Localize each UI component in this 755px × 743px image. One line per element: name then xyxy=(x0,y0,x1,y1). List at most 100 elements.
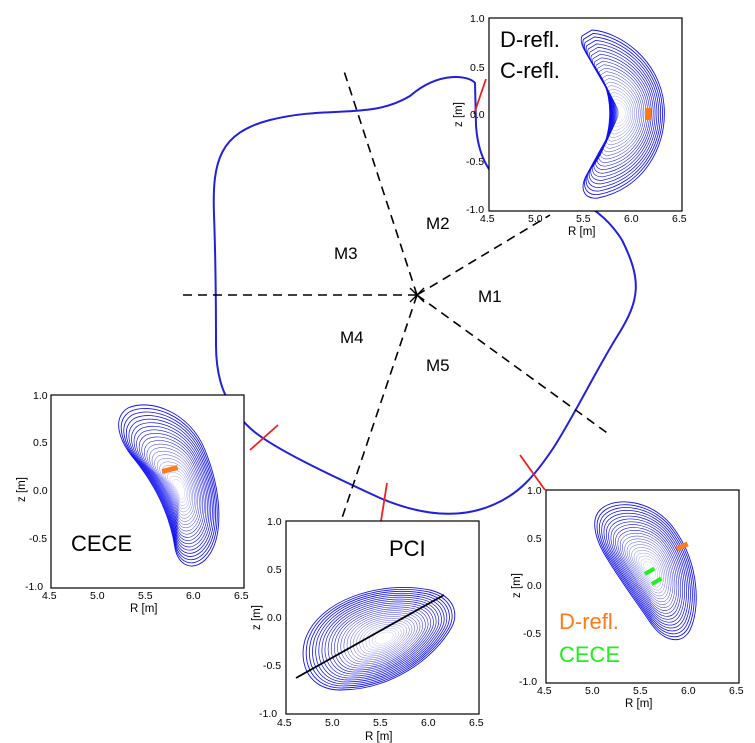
svg-text:0.0: 0.0 xyxy=(527,580,542,592)
y-axis-label: z [m] xyxy=(511,573,523,598)
flux-surface-contour xyxy=(120,408,218,564)
flux-surface-contour xyxy=(172,479,185,500)
svg-text:6.0: 6.0 xyxy=(624,213,639,225)
flux-surface-contour xyxy=(613,99,628,127)
flux-surface-contour xyxy=(321,598,439,679)
x-tick-labels: 4.5 5.0 5.5 6.0 6.5 xyxy=(537,685,744,697)
x-tick-labels: 4.5 5.0 5.5 6.0 6.5 xyxy=(42,590,249,602)
cece-marker xyxy=(650,576,663,586)
flux-surface-contour xyxy=(164,468,190,509)
flux-surface-contour xyxy=(340,610,423,667)
flux-surface-contour xyxy=(169,476,187,503)
flux-surface-contour xyxy=(615,102,626,124)
flux-surface-contour xyxy=(154,454,197,522)
center-cross xyxy=(409,287,425,303)
svg-text:-1.0: -1.0 xyxy=(25,581,43,593)
y-tick-labels: 1.0 0.5 0.0 -0.5 -1.0 xyxy=(466,13,485,216)
flux-surface-contour xyxy=(622,535,674,605)
flux-surface-contour xyxy=(612,524,681,617)
pci-chord xyxy=(295,594,445,679)
svg-text:1.0: 1.0 xyxy=(33,390,48,402)
flux-surface-contours xyxy=(594,501,697,640)
flux-surface-contour xyxy=(324,600,437,677)
flux-surface-contour xyxy=(605,515,687,626)
flux-surface-contour xyxy=(346,614,418,663)
plasma-boundary-top-view xyxy=(212,75,637,515)
flux-surface-contour xyxy=(328,602,434,675)
flux-surface-contour xyxy=(308,590,450,687)
flux-surface-contour xyxy=(603,512,689,629)
flux-surface-contour xyxy=(607,85,635,142)
flux-surface-contour xyxy=(123,411,217,561)
flux-surface-contour xyxy=(305,588,453,689)
x-tick-labels: 4.5 5.0 5.5 6.0 6.5 xyxy=(480,213,687,225)
flux-surface-contour xyxy=(302,587,456,691)
flux-surface-contour xyxy=(162,465,192,513)
flux-surface-contour xyxy=(141,436,205,538)
flux-surface-contour xyxy=(144,440,203,535)
inset-label-cece: CECE xyxy=(559,642,620,667)
y-axis-label: z [m] xyxy=(453,102,465,127)
flux-surface-contour xyxy=(610,92,631,135)
flux-surface-contour xyxy=(610,521,683,620)
flux-surface-contour xyxy=(598,507,693,635)
flux-surface-contours xyxy=(302,587,456,691)
port-marker xyxy=(519,454,546,491)
svg-text:-0.5: -0.5 xyxy=(466,156,484,168)
svg-text:0.0: 0.0 xyxy=(33,485,48,497)
inset-bottom: PCI 4.5 5.0 5.5 6.0 6.5 1.0 0.5 0.0 -0.5… xyxy=(251,516,484,743)
svg-text:-0.5: -0.5 xyxy=(263,660,281,672)
module-label-m5: M5 xyxy=(426,356,450,375)
svg-text:5.5: 5.5 xyxy=(373,717,388,729)
svg-text:0.5: 0.5 xyxy=(527,533,542,545)
flux-surface-contours xyxy=(580,29,665,199)
y-tick-labels: 1.0 0.5 0.0 -0.5 -1.0 xyxy=(25,390,48,593)
svg-text:0.0: 0.0 xyxy=(267,612,282,624)
svg-text:6.0: 6.0 xyxy=(681,685,696,697)
inset-left: CECE 4.5 5.0 5.5 6.0 6.5 1.0 0.5 0.0 -0.… xyxy=(16,390,249,615)
module-boundary-line xyxy=(339,294,418,525)
inset-plot-frame xyxy=(545,489,740,684)
d-refl-marker xyxy=(646,108,651,120)
cece-marker xyxy=(161,465,179,475)
svg-text:4.5: 4.5 xyxy=(277,717,292,729)
flux-surface-contours xyxy=(118,404,220,567)
flux-surface-contour xyxy=(128,418,213,554)
svg-text:4.5: 4.5 xyxy=(480,213,495,225)
inset-label-c-refl: C-refl. xyxy=(500,58,560,83)
port-marker xyxy=(380,482,388,522)
flux-surface-contour xyxy=(125,415,215,557)
flux-surface-contour xyxy=(133,425,210,548)
svg-text:5.0: 5.0 xyxy=(585,685,600,697)
flux-surface-contour xyxy=(312,592,448,685)
flux-surface-contour xyxy=(149,447,200,529)
svg-text:1.0: 1.0 xyxy=(267,516,282,528)
flux-surface-contour xyxy=(118,404,220,567)
svg-text:6.5: 6.5 xyxy=(729,685,744,697)
flux-surface-contour xyxy=(605,81,637,145)
y-axis-label: z [m] xyxy=(16,477,28,502)
svg-text:-1.0: -1.0 xyxy=(466,204,484,216)
svg-text:0.5: 0.5 xyxy=(267,564,282,576)
svg-text:1.0: 1.0 xyxy=(527,485,542,497)
port-markers xyxy=(249,78,546,522)
flux-surface-contour xyxy=(151,451,198,525)
flux-surface-contour xyxy=(629,544,668,597)
y-axis-label: z [m] xyxy=(251,605,263,630)
svg-text:6.0: 6.0 xyxy=(421,717,436,729)
svg-text:-0.5: -0.5 xyxy=(29,533,47,545)
module-label-m1: M1 xyxy=(478,287,502,306)
svg-text:5.0: 5.0 xyxy=(325,717,340,729)
flux-surface-contour xyxy=(636,553,662,588)
module-boundary-line xyxy=(416,294,611,436)
port-marker xyxy=(249,424,279,451)
x-axis-label: R [m] xyxy=(625,698,652,710)
svg-text:0.0: 0.0 xyxy=(470,109,485,121)
x-axis-label: R [m] xyxy=(365,731,392,743)
port-marker xyxy=(473,78,487,115)
flux-surface-contour xyxy=(138,433,207,541)
flux-surface-contour xyxy=(643,561,656,579)
flux-surface-contour xyxy=(624,538,672,602)
flux-surface-contour xyxy=(136,429,208,545)
